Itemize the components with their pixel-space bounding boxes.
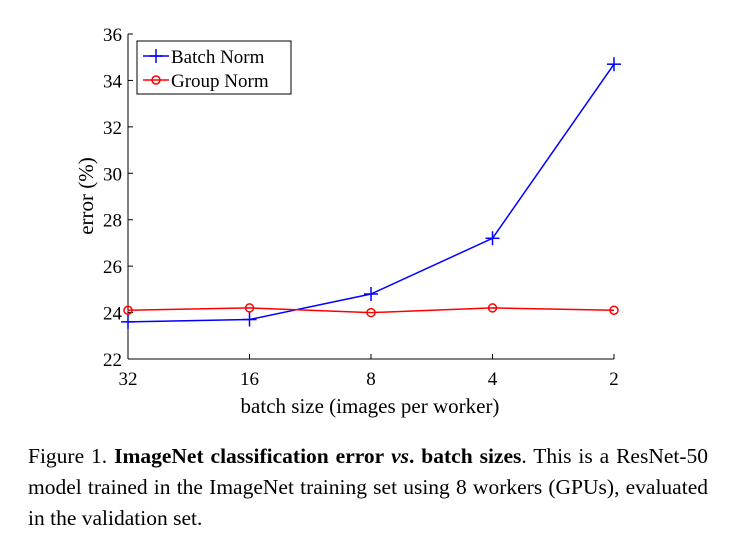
batch-norm-point: [607, 57, 621, 72]
y-tick-label: 34: [103, 71, 123, 92]
group-norm-point: [366, 307, 376, 318]
caption-prefix: Figure 1.: [28, 444, 108, 468]
group-norm-point: [609, 305, 619, 315]
figure-caption: Figure 1. ImageNet classification error …: [28, 441, 708, 534]
x-tick-label: 8: [366, 369, 376, 390]
legend-label-batch-norm: Batch Norm: [171, 47, 265, 68]
series-group: [121, 57, 621, 329]
group-norm-line: [127, 307, 615, 314]
group-norm-point: [244, 303, 255, 313]
y-tick-label: 36: [103, 25, 122, 46]
batch-norm-point: [121, 314, 135, 329]
x-axis-ticks: 32 16 8 4 2: [119, 354, 619, 390]
group-norm-point: [123, 305, 133, 315]
y-axis-ticks: 22 24 26 28 30 32 34 36: [103, 25, 133, 371]
y-tick-label: 24: [103, 304, 123, 325]
legend-marker-batch-norm: [149, 49, 163, 63]
x-axis-label: batch size (images per worker): [241, 394, 500, 418]
x-tick-label: 2: [609, 369, 619, 390]
legend-label-group-norm: Group Norm: [171, 71, 269, 92]
error-vs-batch-size-chart: 22 24 26 28 30 32 34 36 32 16 8 4 2 error (%) batch…: [74, 25, 621, 418]
y-tick-label: 22: [103, 350, 122, 371]
batch-norm-point: [485, 231, 500, 246]
y-tick-label: 28: [103, 211, 122, 232]
caption-body: . This is a ResNet-50 model trained in t…: [28, 444, 709, 530]
legend: Batch Norm Group Norm: [136, 40, 292, 95]
caption-title-part-1: ImageNet classification error: [114, 444, 385, 468]
legend-marker-group-norm: [151, 75, 161, 85]
legend-box: [136, 40, 292, 95]
x-tick-label: 16: [240, 369, 259, 390]
x-tick-label: 32: [119, 369, 138, 390]
y-axis-label: error (%): [74, 157, 98, 235]
group-norm-point: [487, 303, 498, 313]
y-tick-label: 30: [103, 164, 122, 185]
y-tick-label: 32: [103, 118, 122, 139]
batch-norm-line: [127, 63, 615, 323]
y-tick-label: 26: [103, 257, 122, 278]
batch-norm-point: [242, 312, 257, 327]
caption-title-vs: vs: [391, 444, 410, 468]
x-tick-label: 4: [488, 369, 498, 390]
caption-title-part-2: . batch sizes: [409, 444, 522, 468]
batch-norm-point: [364, 287, 378, 301]
